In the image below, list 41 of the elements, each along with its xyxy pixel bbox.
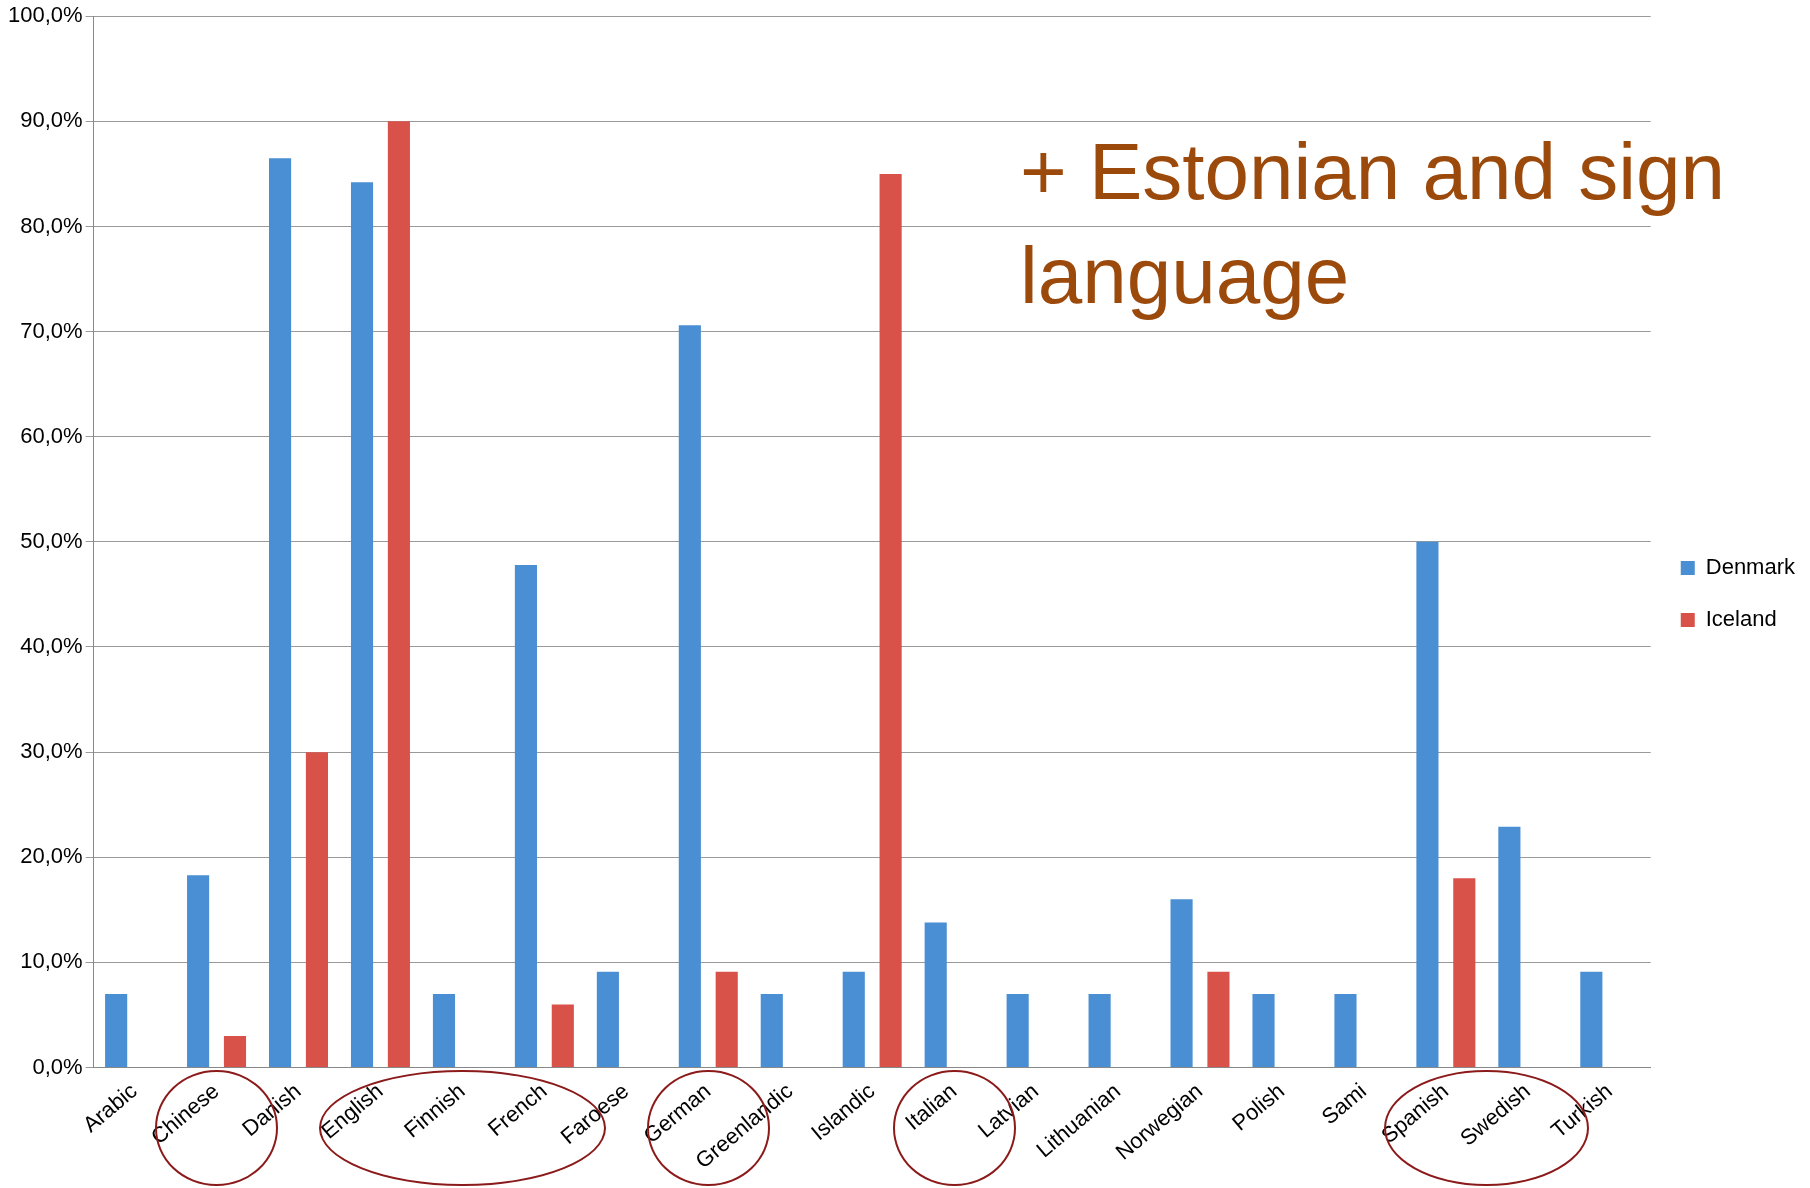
bar (1088, 993, 1111, 1068)
bar (715, 971, 738, 1068)
y-tick-label: 20,0% (20, 843, 83, 869)
annotation: + Estonian and sign language (1020, 126, 1726, 322)
legend-label: Iceland (1705, 606, 1777, 632)
y-tick-label: 80,0% (20, 212, 83, 238)
y-tick-label: 100,0% (7, 2, 83, 28)
bar (187, 875, 210, 1068)
bar (924, 922, 947, 1068)
y-tick-label: 50,0% (20, 527, 83, 553)
bar (596, 971, 619, 1068)
bar (1006, 993, 1029, 1068)
y-tick-label: 60,0% (20, 422, 83, 448)
legend-label: Denmark (1705, 554, 1796, 580)
y-tick-label: 70,0% (20, 317, 83, 343)
bar (387, 121, 410, 1068)
bar (678, 325, 701, 1068)
bar (1252, 993, 1275, 1068)
bar (760, 993, 783, 1068)
bar (514, 564, 537, 1068)
y-tick-label: 30,0% (20, 738, 83, 764)
bar (1416, 541, 1439, 1068)
bar (1580, 971, 1603, 1068)
bar (1170, 899, 1193, 1068)
bar (350, 182, 374, 1068)
bar (1453, 878, 1476, 1068)
bar (879, 173, 902, 1068)
y-tick-label: 0,0% (32, 1053, 83, 1079)
y-tick-label: 10,0% (20, 948, 83, 974)
bar (269, 158, 292, 1068)
bar (842, 971, 865, 1068)
y-tick-label: 90,0% (20, 107, 83, 133)
bar (1207, 971, 1230, 1068)
bar (1334, 993, 1357, 1068)
y-tick-label: 40,0% (20, 633, 83, 659)
bar (223, 1035, 247, 1068)
bar (551, 1004, 574, 1068)
bar (432, 993, 456, 1068)
bar (305, 752, 329, 1068)
bar (105, 993, 128, 1068)
bar (1498, 826, 1521, 1068)
